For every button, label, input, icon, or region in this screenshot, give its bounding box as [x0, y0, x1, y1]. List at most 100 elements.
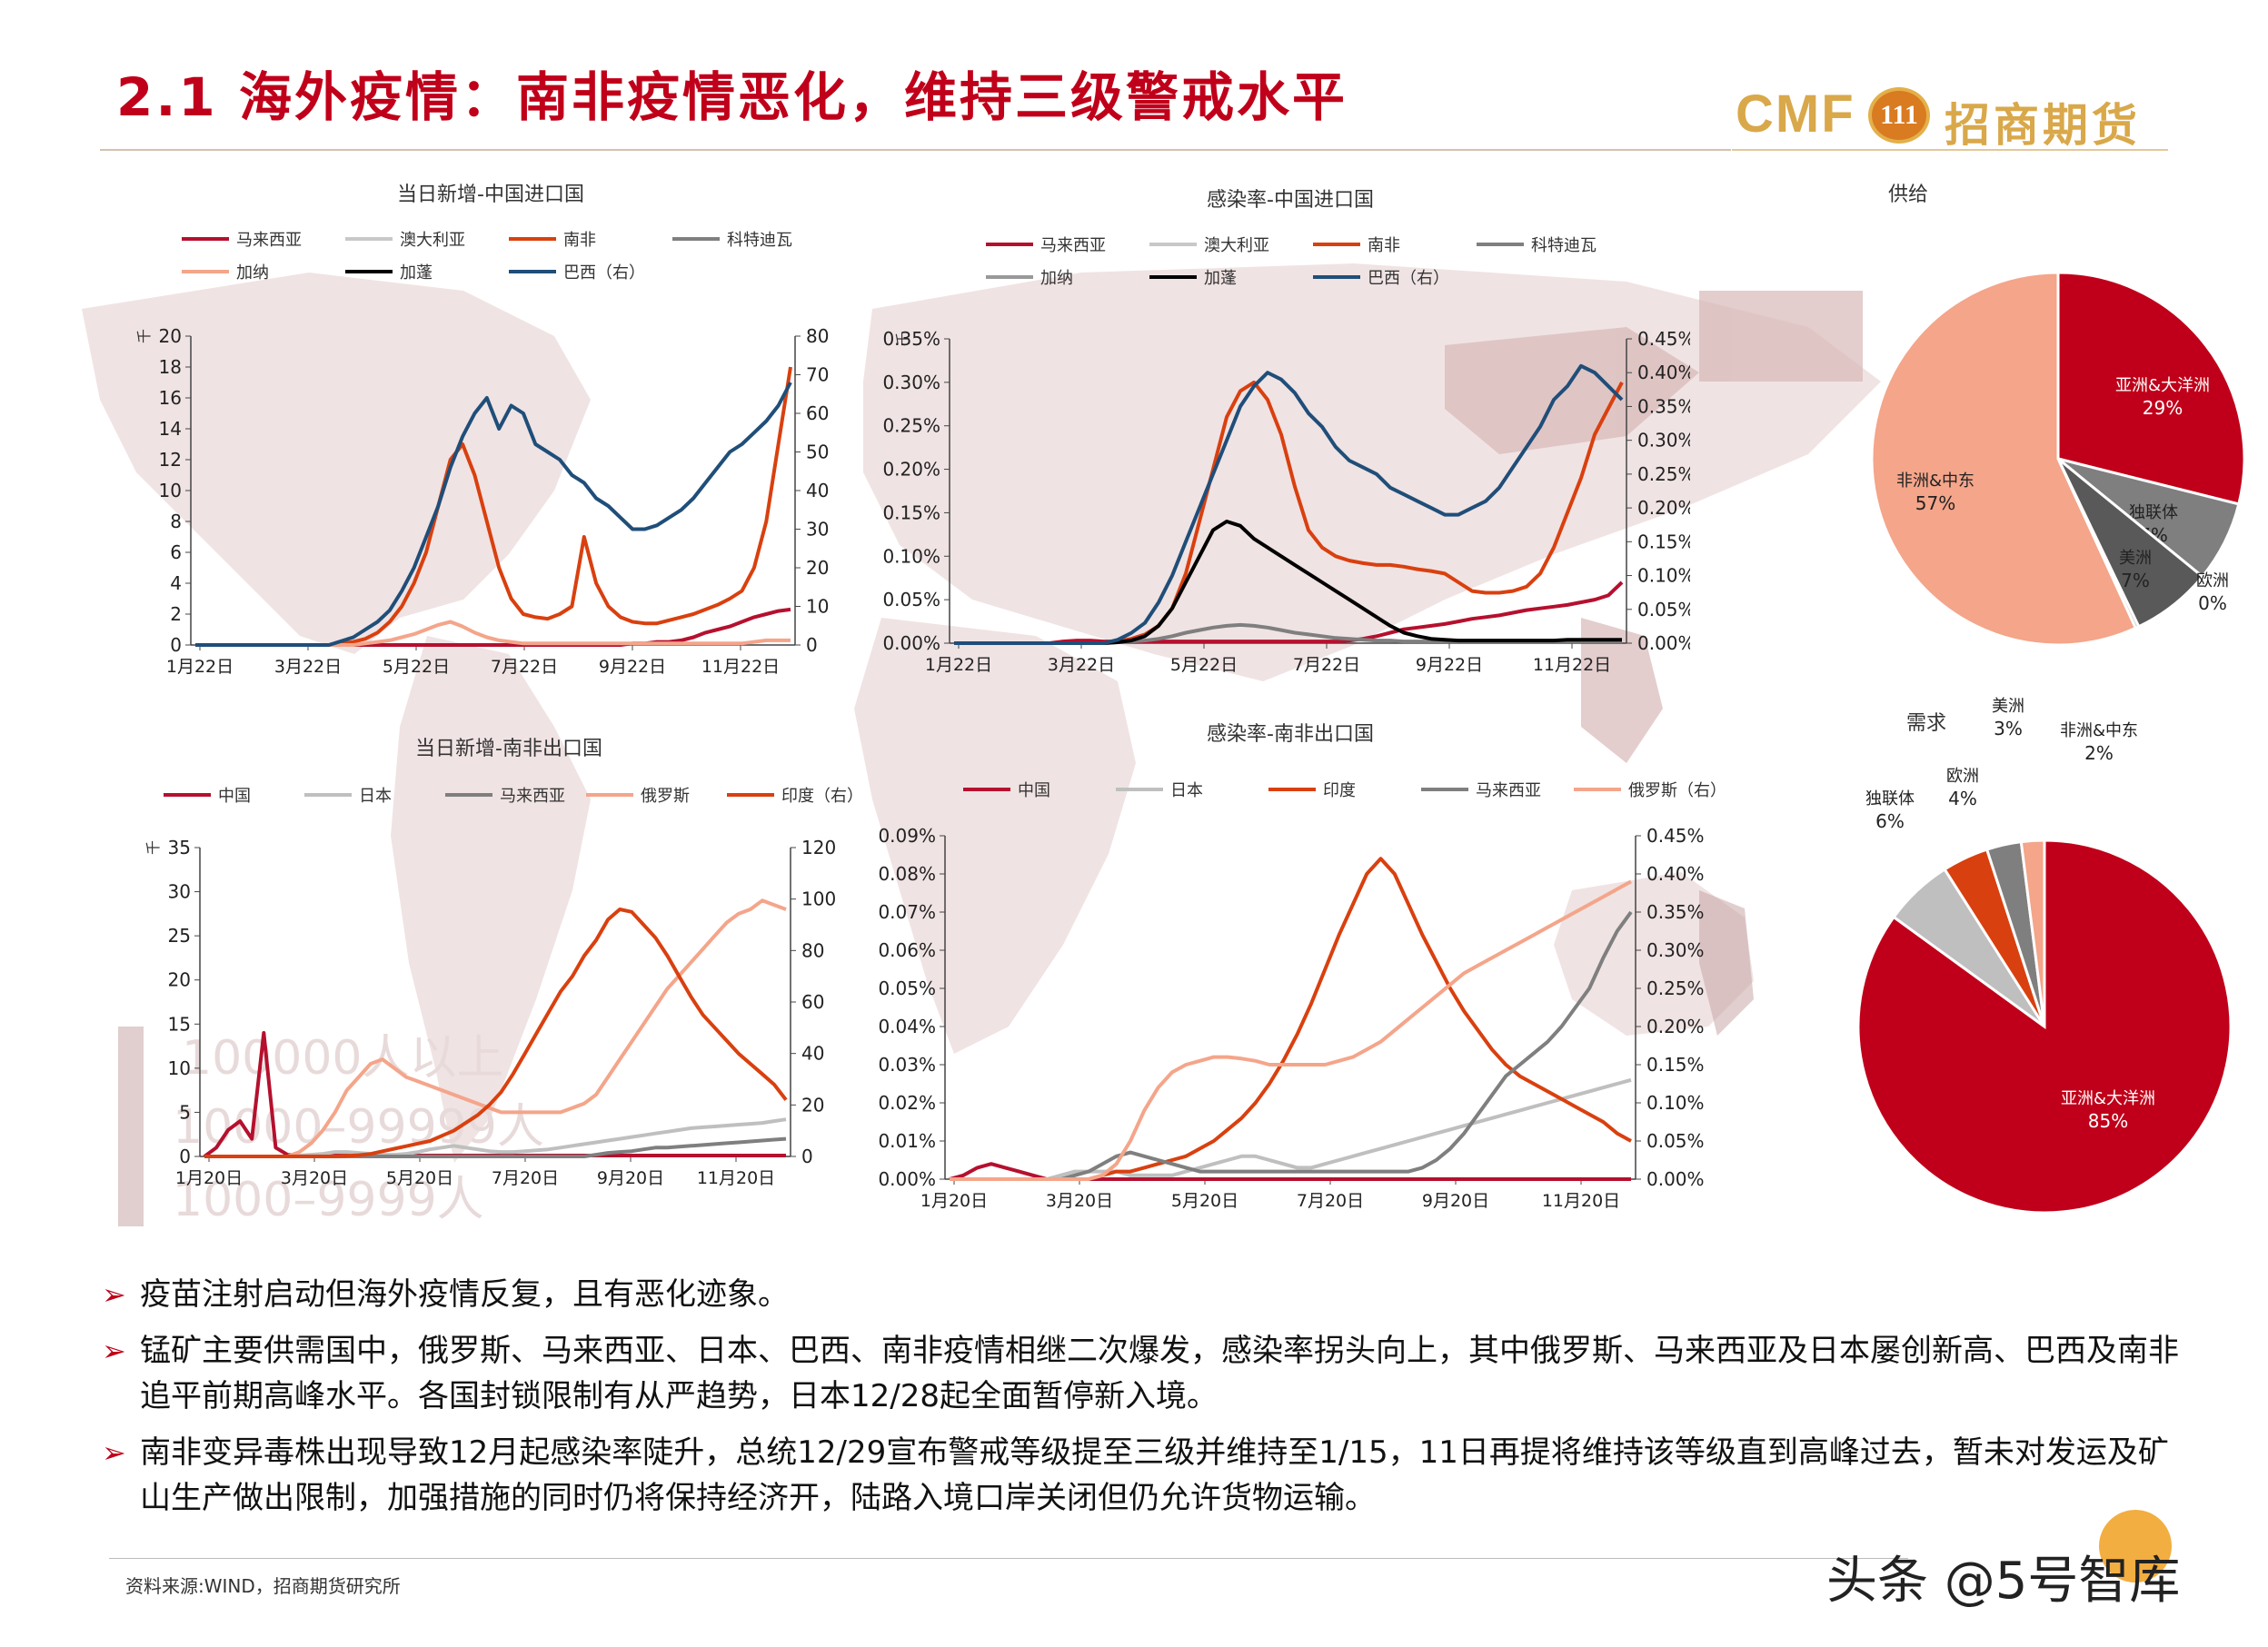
legend-swatch — [1116, 788, 1163, 791]
legend-swatch — [1149, 275, 1197, 279]
y2-tick-label: 30 — [806, 519, 829, 541]
x-tick-label: 1月20日 — [175, 1168, 243, 1188]
legend-item: 加纳 — [986, 265, 1073, 289]
y2-tick-label: 0.00% — [1637, 632, 1690, 654]
chart3-title: 当日新增-南非出口国 — [415, 738, 602, 760]
legend-swatch — [182, 237, 229, 241]
chart2-plot: 千 0.35% 0.30% 0.25% 0.20% 0.15% 0.10% 0.05% 0.00… — [882, 328, 1690, 675]
y2-tick-label: 40 — [806, 480, 829, 501]
legend-swatch — [586, 793, 633, 797]
series-line — [204, 1117, 787, 1158]
x-tick-label: 7月20日 — [1297, 1191, 1364, 1211]
legend-swatch — [182, 270, 229, 273]
y-tick-label: 0.10% — [882, 545, 940, 567]
legend-item: 中国 — [963, 778, 1050, 801]
chart1-legend: 马来西亚 澳大利亚 南非 科特迪瓦 加纳 加蓬 巴西（右） — [182, 227, 863, 291]
y2-tick-label: 100 — [801, 888, 836, 910]
pie-slice-value: 85% — [2088, 1110, 2128, 1132]
y2-tick-label: 0.15% — [1637, 531, 1690, 552]
y-tick-label: 0.01% — [878, 1130, 936, 1152]
y-tick-label: 12 — [159, 449, 182, 471]
bullet-text: 南非变异毒株出现导致12月起感染率陡升，总统12/29宣布警戒等级提至三级并维持… — [140, 1434, 2169, 1516]
y-tick-label: 15 — [168, 1013, 191, 1035]
pie-slice-label: 独联体 — [1865, 789, 1915, 809]
logo-icon: 111 — [1868, 87, 1930, 144]
legend-label: 加纳 — [1040, 269, 1073, 288]
y2-tick-label: 0.35% — [1637, 395, 1690, 417]
y-tick-label: 0.06% — [878, 939, 936, 961]
legend-item: 加纳 — [182, 260, 269, 283]
legend-swatch — [345, 237, 393, 241]
legend-swatch — [1313, 243, 1360, 246]
pie-slice — [2019, 838, 2046, 1027]
x-tick-label: 5月20日 — [1171, 1191, 1238, 1211]
series-line — [954, 380, 1624, 645]
series-line — [950, 879, 1632, 1181]
y2-tick-label: 0.15% — [1646, 1054, 1705, 1076]
chart4-legend: 中国 日本 印度 马来西亚 俄罗斯（右） — [963, 778, 1726, 810]
legend-item: 加蓬 — [1149, 265, 1237, 289]
legend-item: 日本 — [304, 783, 392, 807]
x-tick-label: 9月20日 — [597, 1168, 664, 1188]
header-divider-accent — [1732, 149, 2168, 151]
y-unit-label: 千 — [894, 332, 911, 346]
chart3-legend: 中国 日本 马来西亚 俄罗斯 印度（右） — [164, 783, 872, 816]
y-tick-label: 0.00% — [882, 632, 940, 654]
bullet-text: 疫苗注射启动但海外疫情反复，且有恶化迹象。 — [140, 1276, 789, 1313]
source-note: 资料来源:WIND，招商期货研究所 — [125, 1575, 401, 1597]
legend-item: 南非 — [1313, 233, 1400, 256]
y2-tick-label: 40 — [801, 1043, 824, 1065]
pie-slice-label: 欧洲 — [2196, 571, 2229, 590]
legend-label: 中国 — [218, 787, 251, 806]
y-tick-label: 4 — [170, 572, 182, 594]
y2-tick-label: 10 — [806, 596, 829, 618]
x-tick-label: 1月20日 — [920, 1191, 988, 1211]
pie-slice-value: 4% — [1948, 788, 1977, 809]
y2-tick-label: 0.20% — [1637, 497, 1690, 519]
y2-tick-label: 0.30% — [1637, 430, 1690, 451]
pie-slice-label: 独联体 — [2129, 503, 2178, 522]
y-tick-label: 0.25% — [882, 415, 940, 437]
bullet-list: ➢ 疫苗注射启动但海外疫情反复，且有恶化迹象。 ➢ 锰矿主要供需国中，俄罗斯、马来西… — [102, 1272, 2192, 1532]
legend-label: 加纳 — [236, 263, 269, 283]
chart1-plot: 千 20181614121086420807060504030201001月22日… — [136, 325, 829, 677]
legend-label: 科特迪瓦 — [727, 231, 792, 250]
y2-tick-label: 0.10% — [1637, 565, 1690, 587]
y-tick-label: 0.00% — [878, 1168, 936, 1190]
y-tick-label: 0.04% — [878, 1016, 936, 1037]
page-number-badge — [2099, 1510, 2172, 1583]
y-tick-label: 10 — [168, 1057, 191, 1079]
legend-swatch — [1421, 788, 1468, 791]
legend-label: 日本 — [1170, 781, 1203, 800]
legend-label: 印度 — [1323, 781, 1356, 800]
series-line — [950, 1077, 1632, 1181]
legend-label: 印度（右） — [781, 787, 863, 806]
y-tick-label: 0.05% — [882, 589, 940, 610]
y-tick-label: 0 — [170, 634, 182, 656]
series-line — [204, 908, 788, 1158]
legend-item: 日本 — [1116, 778, 1203, 801]
pie-slice-value: 2% — [2084, 742, 2114, 764]
legend-swatch — [304, 793, 352, 797]
pie-slice-value: 6% — [1875, 810, 1905, 832]
y2-tick-label: 50 — [806, 442, 829, 463]
header-divider — [100, 149, 1731, 151]
series-line — [954, 580, 1624, 645]
pie-slice — [1870, 271, 2138, 647]
legend-item: 南非 — [509, 227, 596, 251]
logo-company: 招商期货 — [1945, 99, 2141, 152]
pie-slice-value: 29% — [2143, 397, 2183, 419]
pie-slice-label: 非洲&中东 — [1896, 471, 1975, 491]
legend-item: 巴西（右） — [1313, 265, 1449, 289]
legend-swatch — [986, 275, 1033, 279]
pie-supply-title: 供给 — [1887, 184, 1928, 206]
legend-item: 印度（右） — [727, 783, 863, 807]
pie-slice — [2056, 271, 2244, 506]
y-tick-label: 35 — [168, 837, 191, 858]
y-tick-label: 8 — [170, 511, 182, 532]
x-tick-label: 11月22日 — [1533, 655, 1611, 675]
pie-slice-label: 亚洲&大洋洲 — [2115, 376, 2210, 395]
series-line — [203, 1031, 786, 1158]
y-tick-label: 5 — [179, 1101, 191, 1123]
legend-label: 日本 — [359, 787, 392, 806]
